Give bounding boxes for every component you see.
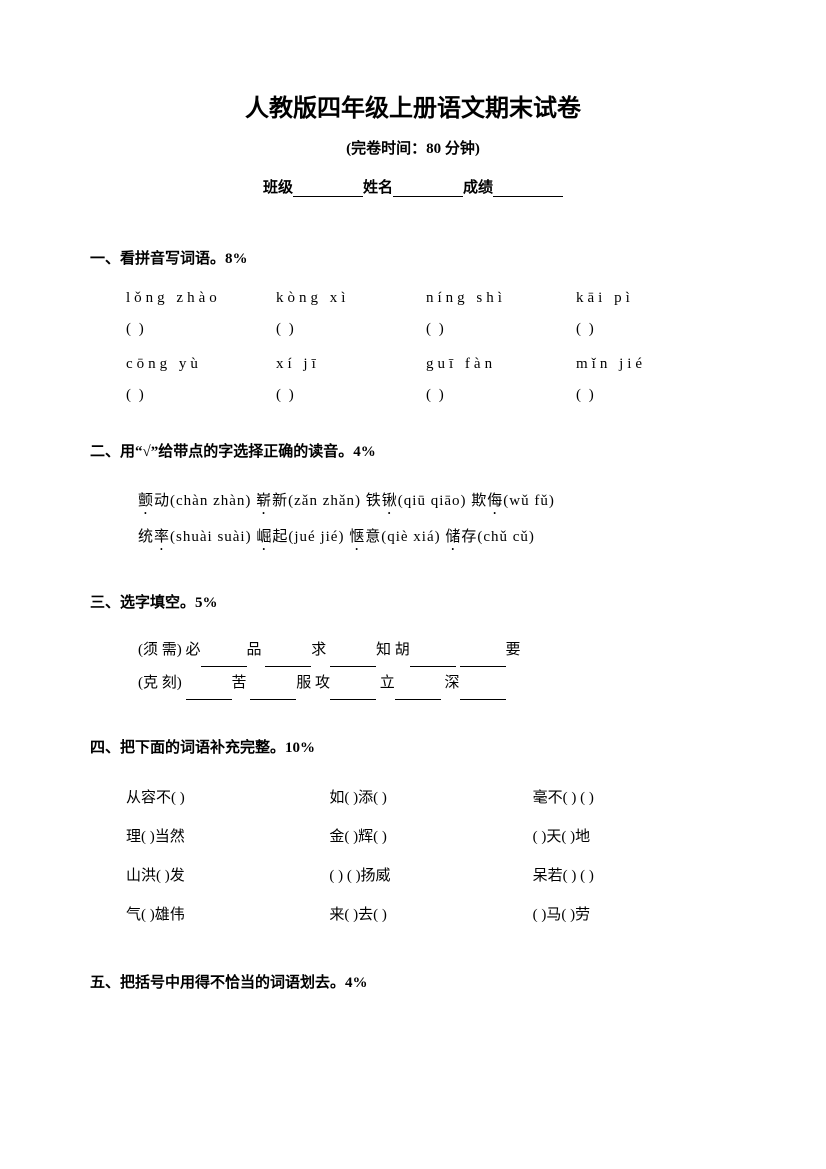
- section-2-body: 颤动(chàn zhàn) 崭新(zǎn zhǎn) 铁锹(qiū qiāo) …: [138, 483, 736, 555]
- fill-blank[interactable]: [330, 684, 376, 700]
- q2-text: 存(chǔ cǔ): [461, 529, 535, 545]
- dotted-char: 锹: [382, 493, 398, 509]
- q4-row: 理( )当然 金( )辉( ) ( )天( )地: [126, 818, 736, 857]
- fill-blank[interactable]: [201, 651, 247, 667]
- q3-text: 要: [506, 642, 521, 658]
- fill-blank[interactable]: [460, 684, 506, 700]
- answer-blank[interactable]: ( ): [426, 387, 576, 404]
- pinyin-cell: kòng xì: [276, 290, 426, 307]
- q4-cell[interactable]: ( )马( )劳: [533, 896, 736, 935]
- answer-blank[interactable]: ( ): [126, 321, 276, 338]
- q3-line-2: (克 刻) 苦 服 攻 立 深: [138, 667, 736, 700]
- pinyin-cell: níng shì: [426, 290, 576, 307]
- q4-row: 山洪( )发 ( ) ( )扬威 呆若( ) ( ): [126, 857, 736, 896]
- q2-text: 新(zǎn zhǎn) 铁: [272, 493, 382, 509]
- q3-text: 立: [376, 675, 395, 691]
- dotted-char: 崭: [256, 493, 272, 509]
- pinyin-cell: xí jī: [276, 356, 426, 373]
- pinyin-row-1: lǒng zhào kòng xì níng shì kāi pì: [126, 290, 736, 307]
- section-3-head: 三、选字填空。5%: [90, 591, 736, 612]
- q3-line-1: (须 需) 必 品 求 知 胡 要: [138, 634, 736, 667]
- q4-row: 气( )雄伟 来( )去( ) ( )马( )劳: [126, 896, 736, 935]
- fill-blank[interactable]: [395, 684, 441, 700]
- section-4-head: 四、把下面的词语补充完整。10%: [90, 736, 736, 757]
- q2-text: (qiū qiāo) 欺: [398, 493, 487, 509]
- pinyin-cell: guī fàn: [426, 356, 576, 373]
- q3-text: 服 攻: [296, 675, 330, 691]
- q3-text: (须 需) 必: [138, 642, 201, 658]
- class-blank[interactable]: [293, 181, 363, 197]
- q4-cell[interactable]: ( )天( )地: [533, 818, 736, 857]
- answer-row-1: ( ) ( ) ( ) ( ): [126, 321, 736, 338]
- dotted-char: 崛: [256, 529, 272, 545]
- class-label: 班级: [263, 180, 293, 196]
- q2-text: 统: [138, 529, 154, 545]
- fill-blank[interactable]: [410, 651, 456, 667]
- q3-text: 求: [311, 642, 330, 658]
- q3-text: 深: [441, 675, 460, 691]
- q4-cell[interactable]: 从容不( ): [126, 779, 329, 818]
- q4-cell[interactable]: 理( )当然: [126, 818, 329, 857]
- q4-cell[interactable]: 呆若( ) ( ): [533, 857, 736, 896]
- exam-subtitle: (完卷时间：80 分钟): [90, 137, 736, 158]
- q3-text: 知 胡: [376, 642, 410, 658]
- q4-cell[interactable]: 来( )去( ): [329, 896, 532, 935]
- pinyin-cell: kāi pì: [576, 290, 726, 307]
- answer-blank[interactable]: ( ): [276, 321, 426, 338]
- pinyin-cell: mǐn jié: [576, 356, 726, 373]
- answer-blank[interactable]: ( ): [276, 387, 426, 404]
- q2-line-1: 颤动(chàn zhàn) 崭新(zǎn zhǎn) 铁锹(qiū qiāo) …: [138, 483, 736, 519]
- section-2-head: 二、用“√”给带点的字选择正确的读音。4%: [90, 440, 736, 461]
- name-blank[interactable]: [393, 181, 463, 197]
- q2-text: 动(chàn zhàn): [154, 493, 256, 509]
- section-4-body: 从容不( ) 如( )添( ) 毫不( ) ( ) 理( )当然 金( )辉( …: [126, 779, 736, 935]
- answer-blank[interactable]: ( ): [426, 321, 576, 338]
- q4-cell[interactable]: 金( )辉( ): [329, 818, 532, 857]
- q2-text: 意(qiè xiá): [365, 529, 445, 545]
- q3-text: (克 刻): [138, 675, 186, 691]
- q3-text: 品: [247, 642, 266, 658]
- q4-cell[interactable]: 山洪( )发: [126, 857, 329, 896]
- dotted-char: 储: [445, 529, 461, 545]
- q4-cell[interactable]: 毫不( ) ( ): [533, 779, 736, 818]
- dotted-char: 颤: [138, 493, 154, 509]
- fill-blank[interactable]: [265, 651, 311, 667]
- q2-line-2: 统率(shuài suài) 崛起(jué jié) 惬意(qiè xiá) 储…: [138, 519, 736, 555]
- fill-blank[interactable]: [330, 651, 376, 667]
- q4-cell[interactable]: ( ) ( )扬威: [329, 857, 532, 896]
- answer-row-2: ( ) ( ) ( ) ( ): [126, 387, 736, 404]
- pinyin-cell: lǒng zhào: [126, 290, 276, 307]
- dotted-char: 率: [154, 529, 170, 545]
- pinyin-row-2: cōng yù xí jī guī fàn mǐn jié: [126, 356, 736, 373]
- q4-row: 从容不( ) 如( )添( ) 毫不( ) ( ): [126, 779, 736, 818]
- fill-blank[interactable]: [460, 651, 506, 667]
- fill-blank[interactable]: [186, 684, 232, 700]
- q2-text: (wǔ fǔ): [503, 493, 555, 509]
- fill-blank[interactable]: [250, 684, 296, 700]
- q4-cell[interactable]: 气( )雄伟: [126, 896, 329, 935]
- score-label: 成绩: [463, 180, 493, 196]
- name-label: 姓名: [363, 180, 393, 196]
- q3-text: 苦: [232, 675, 251, 691]
- answer-blank[interactable]: ( ): [576, 387, 726, 404]
- q2-text: (shuài suài): [170, 529, 256, 545]
- score-blank[interactable]: [493, 181, 563, 197]
- section-5-head: 五、把括号中用得不恰当的词语划去。4%: [90, 971, 736, 992]
- dotted-char: 侮: [487, 493, 503, 509]
- q4-cell[interactable]: 如( )添( ): [329, 779, 532, 818]
- pinyin-cell: cōng yù: [126, 356, 276, 373]
- exam-title: 人教版四年级上册语文期末试卷: [90, 88, 736, 123]
- student-info-line: 班级 姓名 成绩: [90, 176, 736, 197]
- section-1-head: 一、看拼音写词语。8%: [90, 247, 736, 268]
- section-3-body: (须 需) 必 品 求 知 胡 要 (克 刻) 苦 服 攻 立 深: [138, 634, 736, 700]
- answer-blank[interactable]: ( ): [126, 387, 276, 404]
- q2-text: 起(jué jié): [272, 529, 349, 545]
- answer-blank[interactable]: ( ): [576, 321, 726, 338]
- dotted-char: 惬: [349, 529, 365, 545]
